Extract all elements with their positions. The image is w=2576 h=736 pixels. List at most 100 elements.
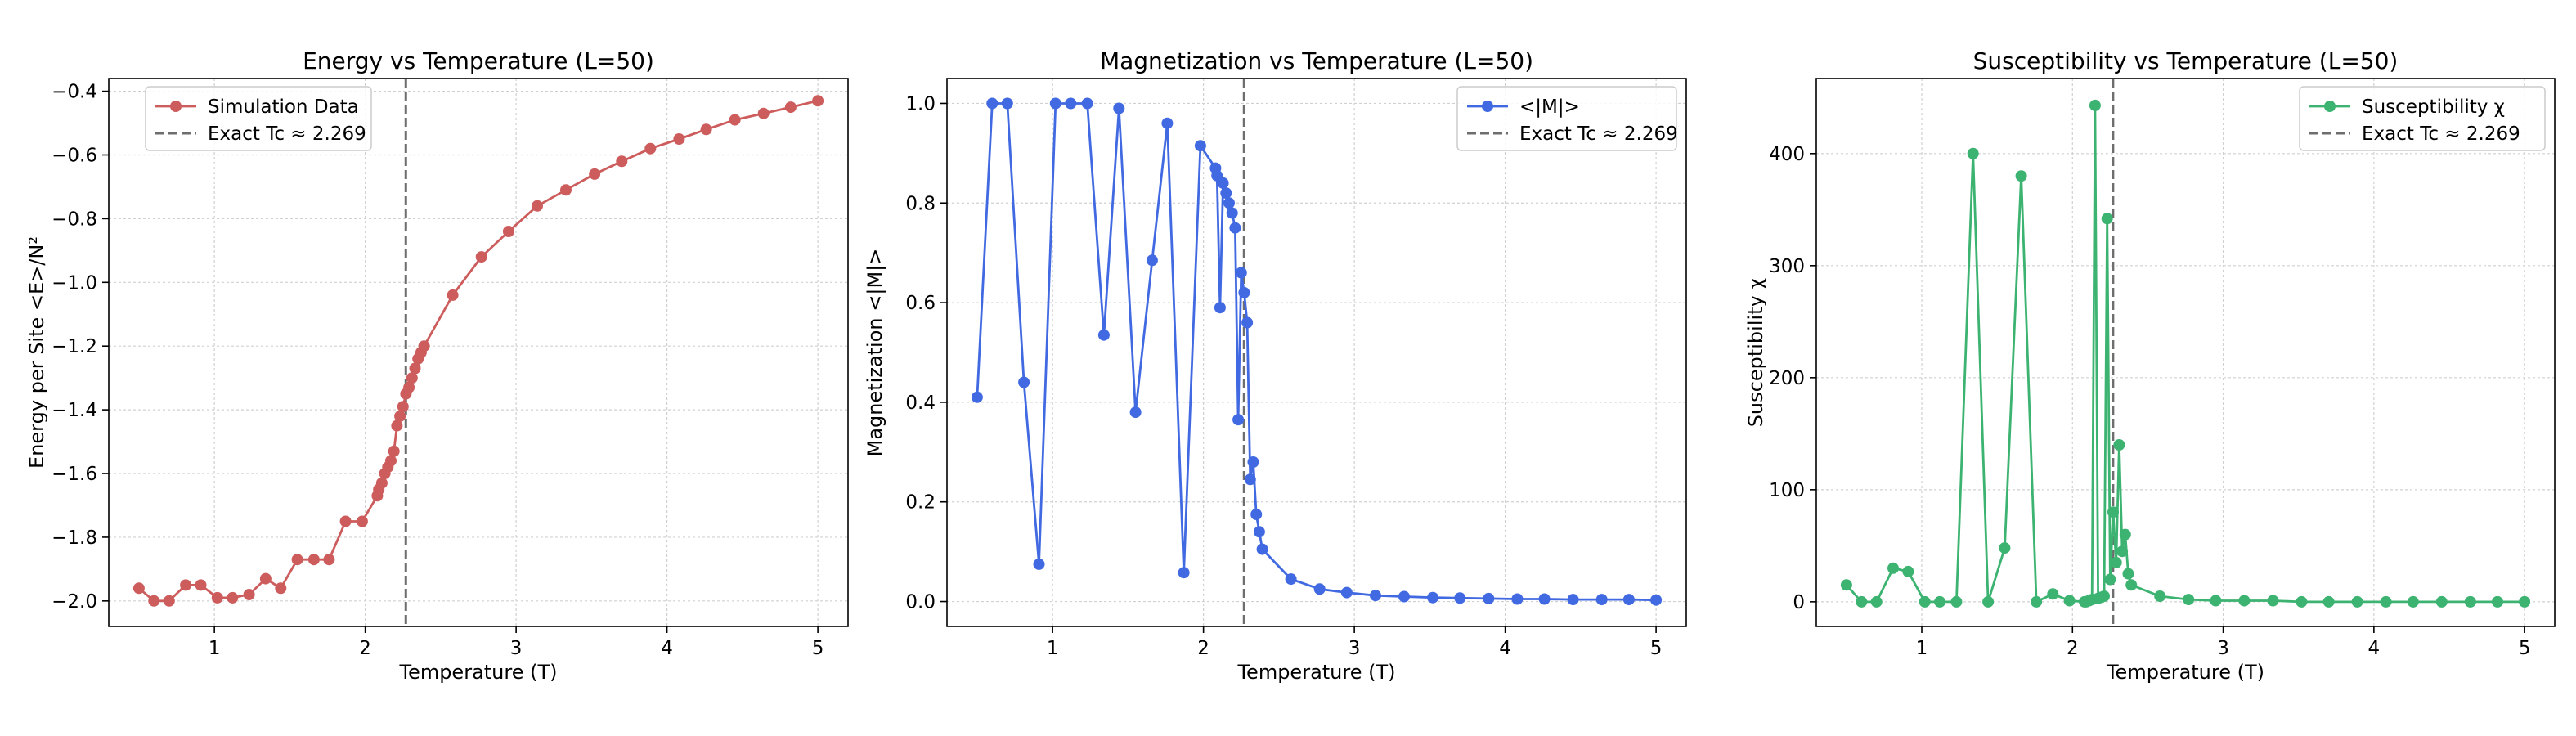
x-tick-label: 4	[661, 638, 673, 659]
legend-series-marker	[1482, 101, 1493, 112]
data-point	[385, 455, 397, 467]
x-tick-label: 2	[359, 638, 371, 659]
data-point	[2116, 545, 2129, 558]
data-point	[1001, 97, 1013, 110]
data-point	[1235, 267, 1247, 279]
y-tick-label: 0.6	[905, 293, 936, 314]
data-point	[1241, 316, 1254, 329]
data-point	[1244, 473, 1256, 486]
y-tick-label: −2.0	[52, 591, 97, 613]
y-tick-label: −0.8	[52, 209, 97, 230]
data-point	[2154, 590, 2166, 602]
data-point	[502, 226, 514, 237]
chart-title: Susceptibility vs Temperature (L=50)	[1973, 47, 2399, 74]
data-point	[2113, 439, 2125, 451]
legend-box	[145, 86, 372, 151]
x-tick-label: 1	[1047, 638, 1059, 659]
legend: Susceptibility χ Exact Tc ≈ 2.269	[2299, 86, 2546, 151]
series-line	[976, 102, 1657, 602]
data-point	[2322, 595, 2335, 608]
y-axis-label: Energy per Site <E>/N²	[25, 236, 48, 469]
y-tick-label: −1.0	[52, 272, 97, 294]
axes-frame	[108, 78, 849, 627]
data-point	[391, 420, 403, 432]
data-point	[1650, 594, 1663, 606]
data-point	[163, 595, 175, 607]
legend-tc-label: Exact Tc ≈ 2.269	[1519, 123, 1678, 145]
legend-series-label: Susceptibility χ	[2362, 96, 2505, 118]
data-point	[1194, 140, 1206, 152]
y-tick-label: 100	[1769, 480, 1805, 501]
data-point	[1217, 177, 1229, 189]
data-point	[757, 107, 770, 119]
data-point	[323, 554, 335, 566]
data-point	[1049, 97, 1061, 110]
data-point	[616, 155, 628, 168]
data-point	[180, 579, 192, 591]
data-point	[1887, 562, 1899, 574]
x-tick-label: 5	[812, 638, 824, 659]
legend-series-marker	[2324, 101, 2336, 112]
data-point	[1223, 197, 1235, 209]
legend-tc-label: Exact Tc ≈ 2.269	[2362, 123, 2520, 145]
data-point	[1178, 567, 1190, 579]
data-point	[2104, 573, 2116, 586]
y-tick-label: −1.8	[52, 527, 97, 549]
data-point	[2519, 595, 2531, 608]
y-tick-label: −1.2	[52, 336, 97, 357]
y-tick-label: 200	[1769, 368, 1805, 389]
data-point	[1999, 542, 2011, 554]
x-tick-label: 2	[1197, 638, 1209, 659]
data-point	[2435, 595, 2448, 608]
data-point	[644, 142, 657, 155]
data-point	[388, 445, 400, 457]
x-tick-label: 1	[1916, 638, 1928, 659]
data-point	[1934, 595, 1946, 608]
data-point	[1967, 147, 1979, 159]
data-point	[1232, 414, 1245, 426]
data-point	[784, 101, 797, 114]
data-point	[2183, 594, 2195, 606]
data-point	[339, 515, 352, 527]
data-point	[1567, 594, 1579, 606]
y-tick-label: −1.6	[52, 464, 97, 485]
data-point	[307, 554, 320, 566]
data-point	[195, 579, 207, 591]
data-point	[532, 200, 543, 212]
legend-box	[2299, 86, 2546, 151]
data-point	[403, 381, 415, 393]
data-point	[1146, 254, 1158, 267]
data-point	[1313, 583, 1326, 595]
data-point	[1919, 595, 1931, 608]
data-point	[1161, 117, 1174, 129]
data-point	[673, 133, 685, 145]
data-point	[1398, 590, 1410, 603]
x-axis-label: Temperature (T)	[398, 661, 557, 684]
data-point	[1622, 594, 1635, 606]
data-point	[560, 184, 572, 196]
data-point	[1902, 565, 1914, 577]
y-tick-label: 0	[1793, 592, 1805, 613]
x-tick-label: 3	[1349, 638, 1361, 659]
data-point	[2101, 213, 2113, 225]
x-tick-label: 5	[2519, 638, 2531, 659]
data-point	[132, 582, 145, 595]
data-point	[1511, 593, 1524, 605]
y-tick-label: −1.4	[52, 400, 97, 421]
data-point	[1370, 590, 1381, 602]
data-point	[1238, 286, 1250, 298]
data-point	[1538, 593, 1551, 605]
data-point	[1018, 376, 1030, 388]
data-point	[1220, 187, 1232, 200]
y-tick-label: −0.4	[52, 82, 97, 103]
data-point	[2351, 595, 2363, 608]
data-point	[1285, 573, 1297, 586]
data-point	[1065, 97, 1077, 110]
data-point	[2015, 170, 2027, 182]
data-point	[418, 340, 430, 352]
data-point	[447, 289, 459, 301]
data-point	[1340, 586, 1353, 599]
data-point	[1250, 509, 1263, 520]
